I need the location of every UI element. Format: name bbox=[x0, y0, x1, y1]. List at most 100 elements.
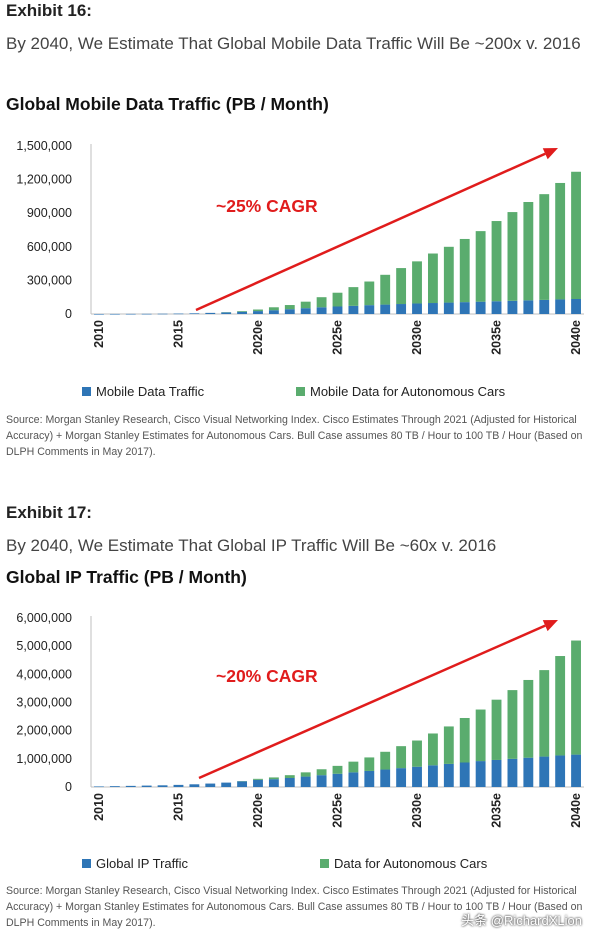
bar-data-for-autonomous-cars bbox=[268, 777, 279, 780]
bar-mobile-data-traffic bbox=[237, 311, 248, 314]
bar-mobile-data-for-autonomous-cars bbox=[284, 305, 295, 310]
y-tick-label: 1,000,000 bbox=[16, 752, 72, 766]
bar-mobile-data-for-autonomous-cars bbox=[427, 253, 438, 304]
x-tick-label: 2035e bbox=[490, 793, 504, 828]
exhibit-subtitle: By 2040, We Estimate That Global IP Traf… bbox=[6, 536, 497, 555]
legend-swatch bbox=[82, 387, 91, 396]
bar-global-ip-traffic bbox=[94, 786, 104, 788]
bar-mobile-data-for-autonomous-cars bbox=[396, 268, 407, 305]
bar-global-ip-traffic bbox=[173, 784, 184, 787]
bar-mobile-data-traffic bbox=[555, 299, 566, 314]
y-tick-label: 1,200,000 bbox=[16, 173, 72, 187]
bar-mobile-data-for-autonomous-cars bbox=[571, 171, 581, 299]
y-tick-label: 300,000 bbox=[27, 273, 72, 287]
legend-swatch bbox=[320, 859, 329, 868]
bar-global-ip-traffic bbox=[427, 765, 438, 787]
legend-swatch bbox=[296, 387, 305, 396]
exhibit-subtitle: By 2040, We Estimate That Global Mobile … bbox=[6, 34, 581, 53]
bar-global-ip-traffic bbox=[491, 759, 502, 787]
bar-data-for-autonomous-cars bbox=[380, 751, 391, 770]
bar-data-for-autonomous-cars bbox=[316, 769, 327, 776]
x-tick-label: 2030e bbox=[410, 320, 424, 355]
bar-mobile-data-traffic bbox=[125, 313, 136, 315]
bar-mobile-data-traffic bbox=[316, 307, 327, 314]
bar-global-ip-traffic bbox=[157, 785, 168, 787]
watermark: 头条 @RichardXLion bbox=[461, 913, 582, 928]
cagr-annotation: ~20% CAGR bbox=[216, 666, 318, 686]
bar-global-ip-traffic bbox=[412, 766, 422, 787]
x-tick-label: 2020e bbox=[251, 793, 265, 828]
y-tick-label: 3,000,000 bbox=[16, 696, 72, 710]
bar-mobile-data-traffic bbox=[268, 310, 279, 314]
bar-mobile-data-traffic bbox=[539, 299, 550, 314]
bar-mobile-data-for-autonomous-cars bbox=[443, 246, 454, 303]
cagr-annotation: ~25% CAGR bbox=[216, 196, 318, 216]
bar-global-ip-traffic bbox=[539, 756, 550, 787]
bar-mobile-data-traffic bbox=[380, 304, 391, 314]
y-tick-label: 0 bbox=[65, 307, 72, 321]
bar-mobile-data-traffic bbox=[284, 309, 295, 314]
x-tick-label: 2015 bbox=[171, 793, 185, 821]
bar-mobile-data-for-autonomous-cars bbox=[253, 309, 263, 312]
bar-global-ip-traffic bbox=[268, 779, 279, 787]
bar-data-for-autonomous-cars bbox=[364, 757, 375, 771]
cagr-arrow bbox=[195, 152, 546, 312]
x-tick-label: 2040e bbox=[569, 320, 583, 355]
x-tick-label: 2025e bbox=[331, 320, 345, 355]
bar-mobile-data-traffic bbox=[427, 303, 438, 314]
source-note: Source: Morgan Stanley Research, Cisco V… bbox=[6, 885, 583, 929]
y-tick-label: 600,000 bbox=[27, 240, 72, 254]
bar-mobile-data-for-autonomous-cars bbox=[348, 287, 359, 306]
bar-global-ip-traffic bbox=[189, 784, 200, 787]
bar-mobile-data-traffic bbox=[523, 300, 534, 314]
bar-data-for-autonomous-cars bbox=[491, 699, 502, 760]
bar-data-for-autonomous-cars bbox=[555, 656, 566, 756]
bar-data-for-autonomous-cars bbox=[443, 726, 454, 764]
x-tick-label: 2015 bbox=[171, 320, 185, 348]
bar-data-for-autonomous-cars bbox=[284, 775, 295, 778]
bar-mobile-data-traffic bbox=[491, 301, 502, 314]
bar-global-ip-traffic bbox=[316, 775, 327, 787]
legend-label: Mobile Data Traffic bbox=[96, 384, 205, 399]
bar-global-ip-traffic bbox=[205, 783, 216, 787]
legend-swatch bbox=[82, 859, 91, 868]
bar-mobile-data-for-autonomous-cars bbox=[412, 261, 422, 304]
bar-data-for-autonomous-cars bbox=[412, 740, 422, 767]
bar-mobile-data-traffic bbox=[141, 313, 152, 315]
bar-mobile-data-traffic bbox=[109, 313, 120, 315]
bar-mobile-data-traffic bbox=[412, 303, 422, 314]
bar-mobile-data-traffic bbox=[459, 302, 470, 314]
x-tick-label: 2010 bbox=[92, 320, 106, 348]
exhibit-label: Exhibit 17: bbox=[6, 503, 92, 522]
bar-mobile-data-traffic bbox=[173, 313, 184, 315]
bar-data-for-autonomous-cars bbox=[571, 640, 581, 755]
bar-mobile-data-traffic bbox=[205, 312, 216, 314]
y-tick-label: 5,000,000 bbox=[16, 639, 72, 653]
y-tick-label: 900,000 bbox=[27, 206, 72, 220]
chart-title: Global Mobile Data Traffic (PB / Month) bbox=[6, 94, 329, 114]
bar-global-ip-traffic bbox=[380, 769, 391, 787]
legend-label: Mobile Data for Autonomous Cars bbox=[310, 384, 506, 399]
bar-mobile-data-traffic bbox=[571, 298, 581, 314]
bar-mobile-data-traffic bbox=[475, 301, 486, 314]
bar-mobile-data-for-autonomous-cars bbox=[364, 281, 375, 306]
bar-mobile-data-traffic bbox=[221, 312, 232, 314]
bar-mobile-data-for-autonomous-cars bbox=[539, 194, 550, 300]
source-note: Source: Morgan Stanley Research, Cisco V… bbox=[6, 414, 583, 458]
bar-mobile-data-for-autonomous-cars bbox=[507, 212, 518, 301]
bar-mobile-data-for-autonomous-cars bbox=[555, 182, 566, 300]
bar-mobile-data-traffic bbox=[253, 311, 263, 314]
bar-global-ip-traffic bbox=[459, 762, 470, 787]
bar-mobile-data-for-autonomous-cars bbox=[459, 238, 470, 303]
bar-global-ip-traffic bbox=[300, 776, 311, 787]
bar-global-ip-traffic bbox=[109, 786, 120, 787]
bar-global-ip-traffic bbox=[571, 754, 581, 787]
chart-title: Global IP Traffic (PB / Month) bbox=[6, 567, 247, 587]
bar-global-ip-traffic bbox=[332, 773, 343, 787]
bar-global-ip-traffic bbox=[555, 755, 566, 787]
x-tick-label: 2010 bbox=[92, 793, 106, 821]
bar-global-ip-traffic bbox=[284, 777, 295, 787]
bar-mobile-data-for-autonomous-cars bbox=[523, 202, 534, 301]
legend-label: Data for Autonomous Cars bbox=[334, 856, 488, 871]
bar-mobile-data-for-autonomous-cars bbox=[300, 301, 311, 309]
